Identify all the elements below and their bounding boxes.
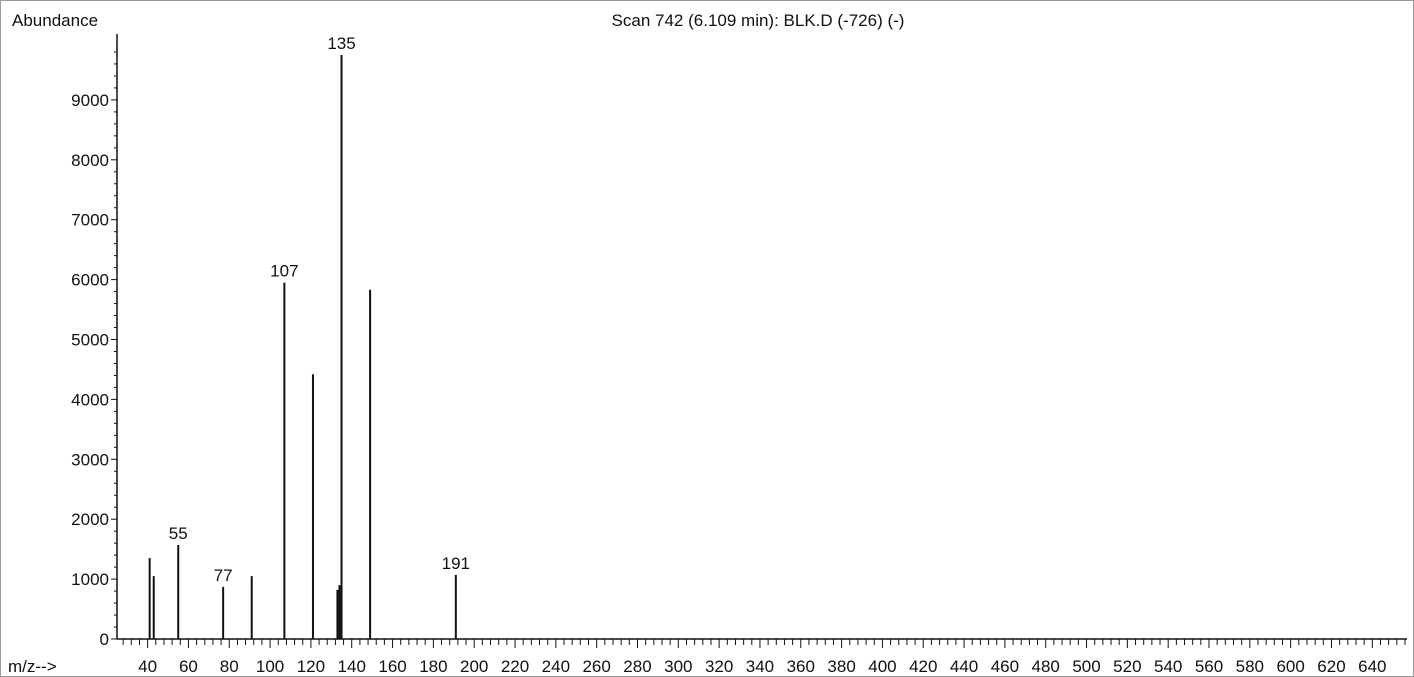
x-tick-label: 620 — [1317, 657, 1345, 676]
x-tick-label: 280 — [623, 657, 651, 676]
x-tick-label: 340 — [746, 657, 774, 676]
x-tick-label: 540 — [1154, 657, 1182, 676]
x-tick-label: 480 — [1032, 657, 1060, 676]
x-tick-label: 580 — [1236, 657, 1264, 676]
x-tick-label: 640 — [1358, 657, 1386, 676]
peak-bars — [148, 54, 457, 639]
x-tick-label: 440 — [950, 657, 978, 676]
peak-labels: 55 77 107 135 191 — [169, 34, 470, 585]
peak-label: 107 — [270, 262, 298, 281]
x-tick-label: 120 — [297, 657, 325, 676]
y-tick-label: 5000 — [71, 331, 109, 350]
x-tick-label: 240 — [542, 657, 570, 676]
x-tick-label: 320 — [705, 657, 733, 676]
peak-label: 135 — [327, 34, 355, 53]
x-tick-label: 260 — [582, 657, 610, 676]
x-tick-label: 160 — [378, 657, 406, 676]
peak-label: 77 — [214, 566, 233, 585]
y-tick-label: 9000 — [71, 91, 109, 110]
peak-label: 191 — [442, 554, 470, 573]
x-tick-label: 600 — [1276, 657, 1304, 676]
y-tick-label: 6000 — [71, 271, 109, 290]
y-tick-label: 4000 — [71, 390, 109, 409]
x-tick-label: 500 — [1072, 657, 1100, 676]
x-tick-label: 60 — [179, 657, 198, 676]
x-tick-label: 520 — [1113, 657, 1141, 676]
x-tick-label: 180 — [419, 657, 447, 676]
tick-marks — [111, 51, 1406, 648]
x-tick-label: 300 — [664, 657, 692, 676]
x-tick-label: 420 — [909, 657, 937, 676]
tick-labels: 0 1000 2000 3000 4000 5000 6000 7000 8000 9000 40 6… — [71, 91, 1386, 676]
x-tick-label: 220 — [501, 657, 529, 676]
x-tick-label: 40 — [138, 657, 157, 676]
y-tick-label: 8000 — [71, 151, 109, 170]
x-tick-label: 100 — [256, 657, 284, 676]
x-tick-label: 80 — [220, 657, 239, 676]
x-tick-label: 380 — [827, 657, 855, 676]
x-tick-label: 140 — [338, 657, 366, 676]
x-tick-label: 560 — [1195, 657, 1223, 676]
x-axis-label: m/z--> — [8, 657, 57, 676]
y-tick-label: 2000 — [71, 510, 109, 529]
y-axis-label: Abundance — [12, 11, 98, 30]
axes — [116, 34, 1407, 640]
y-tick-label: 7000 — [71, 211, 109, 230]
x-tick-label: 460 — [991, 657, 1019, 676]
x-tick-label: 360 — [787, 657, 815, 676]
peak-label: 55 — [169, 524, 188, 543]
x-tick-label: 400 — [868, 657, 896, 676]
x-tick-label: 200 — [460, 657, 488, 676]
y-tick-label: 1000 — [71, 570, 109, 589]
y-tick-label: 3000 — [71, 450, 109, 469]
y-tick-label: 0 — [100, 630, 109, 649]
chart-title: Scan 742 (6.109 min): BLK.D (-726) (-) — [612, 11, 905, 30]
